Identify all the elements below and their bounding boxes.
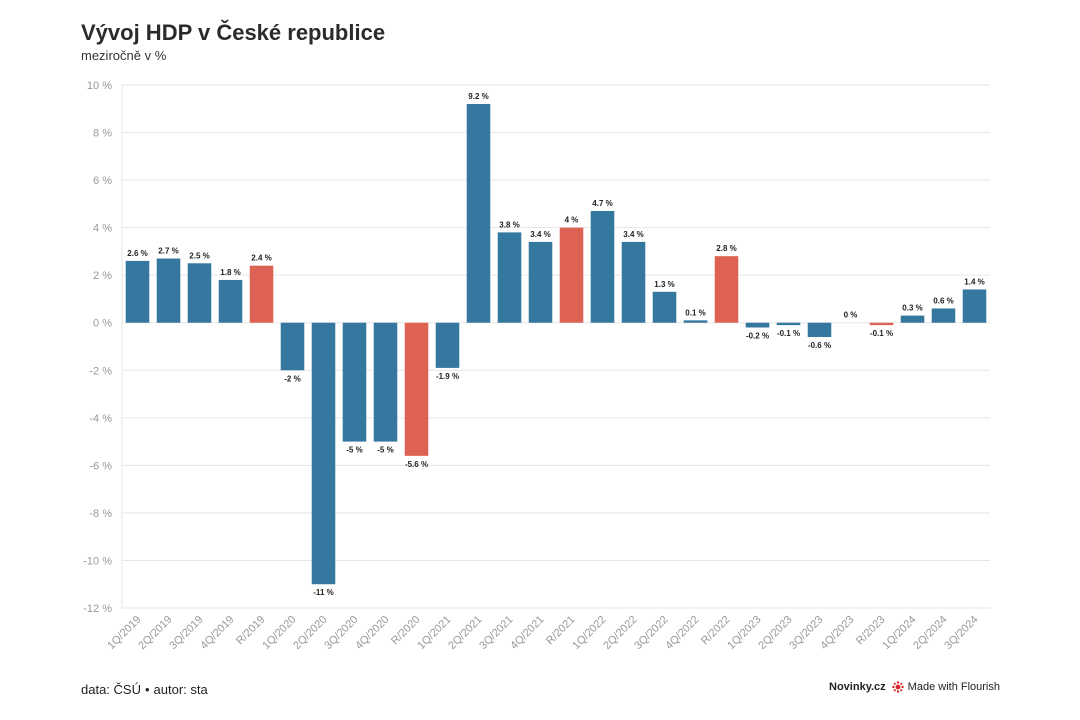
data-label: -0.2 % bbox=[746, 331, 769, 340]
data-label: 4 % bbox=[565, 216, 579, 225]
source-credit: data: ČSÚ • autor: sta bbox=[81, 682, 208, 697]
bar bbox=[218, 279, 243, 323]
bar bbox=[373, 322, 398, 442]
data-label: -0.1 % bbox=[777, 329, 800, 338]
y-axis: 10 % 8 % 6 % 4 % 2 % 0 % -2 % -4 % -6 % -8 % -10 %… bbox=[83, 80, 112, 615]
data-label: 0.6 % bbox=[933, 296, 953, 305]
y-tick-label: -8 % bbox=[89, 508, 112, 520]
data-label: 0 % bbox=[844, 311, 858, 320]
data-label: 3.4 % bbox=[530, 230, 550, 239]
x-tick-label: 4Q/2023 bbox=[818, 614, 856, 652]
x-tick-label: 4Q/2019 bbox=[198, 614, 236, 652]
bar bbox=[590, 210, 615, 323]
bar bbox=[714, 256, 739, 323]
bar bbox=[962, 289, 987, 323]
data-label: -11 % bbox=[313, 588, 333, 597]
bar bbox=[807, 322, 832, 337]
footer-separator: • bbox=[144, 682, 150, 697]
data-label: 1.4 % bbox=[964, 277, 984, 286]
bar bbox=[249, 265, 274, 323]
data-label: 4.7 % bbox=[592, 199, 612, 208]
data-label: 0.3 % bbox=[902, 304, 922, 313]
bar bbox=[621, 241, 646, 323]
x-tick-label: 4Q/2021 bbox=[508, 614, 546, 652]
bar bbox=[156, 258, 181, 323]
flourish-label: Made with Flourish bbox=[907, 681, 1000, 693]
bar bbox=[900, 315, 925, 323]
bar bbox=[342, 322, 367, 442]
x-axis: 1Q/20192Q/20193Q/20194Q/2019R/20191Q/202… bbox=[105, 614, 980, 652]
data-label: -5.6 % bbox=[405, 460, 428, 469]
y-tick-label: 8 % bbox=[93, 128, 112, 140]
data-label: -0.6 % bbox=[808, 341, 831, 350]
flourish-link[interactable]: Made with Flourish bbox=[891, 681, 1000, 693]
source-label: data: ČSÚ bbox=[81, 682, 141, 697]
bar bbox=[466, 104, 491, 323]
x-tick-label: 4Q/2022 bbox=[663, 614, 701, 652]
bar bbox=[280, 322, 305, 371]
data-label: 1.8 % bbox=[220, 268, 240, 277]
bar bbox=[497, 232, 522, 323]
bars bbox=[125, 104, 987, 585]
y-tick-label: 4 % bbox=[93, 223, 112, 235]
data-label: 2.7 % bbox=[158, 247, 178, 256]
bar bbox=[931, 308, 956, 323]
bar bbox=[528, 241, 553, 323]
y-tick-label: -2 % bbox=[89, 365, 112, 377]
bar bbox=[125, 260, 150, 323]
data-label: 2.6 % bbox=[127, 249, 147, 258]
brand-name: Novinky.cz bbox=[829, 681, 886, 693]
bar bbox=[776, 322, 801, 326]
x-tick-label: 4Q/2020 bbox=[353, 614, 391, 652]
bar bbox=[683, 320, 708, 323]
data-label: 3.8 % bbox=[499, 220, 519, 229]
bar bbox=[559, 227, 584, 323]
data-label: 9.2 % bbox=[468, 92, 488, 101]
y-tick-label: -12 % bbox=[83, 603, 112, 615]
y-tick-label: -4 % bbox=[89, 413, 112, 425]
data-label: -1.9 % bbox=[436, 372, 459, 381]
branding: Novinky.cz Made with Flourish bbox=[829, 681, 1000, 693]
data-label: -5 % bbox=[346, 446, 362, 455]
data-label: -0.1 % bbox=[870, 329, 893, 338]
data-label: 2.4 % bbox=[251, 254, 271, 263]
x-tick-label: 3Q/2024 bbox=[942, 614, 980, 652]
bar bbox=[311, 322, 336, 585]
flourish-logo-icon bbox=[891, 681, 904, 693]
data-label: 3.4 % bbox=[623, 230, 643, 239]
y-tick-label: 10 % bbox=[87, 80, 112, 92]
data-label: 2.8 % bbox=[716, 244, 736, 253]
bar bbox=[745, 322, 770, 328]
y-tick-label: -6 % bbox=[89, 460, 112, 472]
bar bbox=[404, 322, 429, 456]
data-label: 2.5 % bbox=[189, 251, 209, 260]
y-tick-label: -10 % bbox=[83, 555, 112, 567]
chart-title: Vývoj HDP v České republice bbox=[81, 20, 386, 45]
y-tick-label: 0 % bbox=[93, 318, 112, 330]
y-tick-label: 2 % bbox=[93, 270, 112, 282]
author-label: autor: sta bbox=[153, 682, 208, 697]
bar bbox=[869, 322, 894, 326]
data-label: 0.1 % bbox=[685, 308, 705, 317]
y-tick-label: 6 % bbox=[93, 175, 112, 187]
data-label: -2 % bbox=[284, 374, 300, 383]
bar bbox=[652, 291, 677, 323]
data-label: 1.3 % bbox=[654, 280, 674, 289]
bar bbox=[435, 322, 460, 368]
chart-subtitle: meziročně v % bbox=[81, 48, 167, 63]
bar bbox=[187, 263, 212, 323]
grid-lines bbox=[121, 84, 990, 609]
data-label: -5 % bbox=[377, 446, 393, 455]
data-labels: 2.6 % 2.7 % 2.5 % 1.8 % 2.4 % -2 % -11 % -5 % -5… bbox=[127, 92, 984, 597]
